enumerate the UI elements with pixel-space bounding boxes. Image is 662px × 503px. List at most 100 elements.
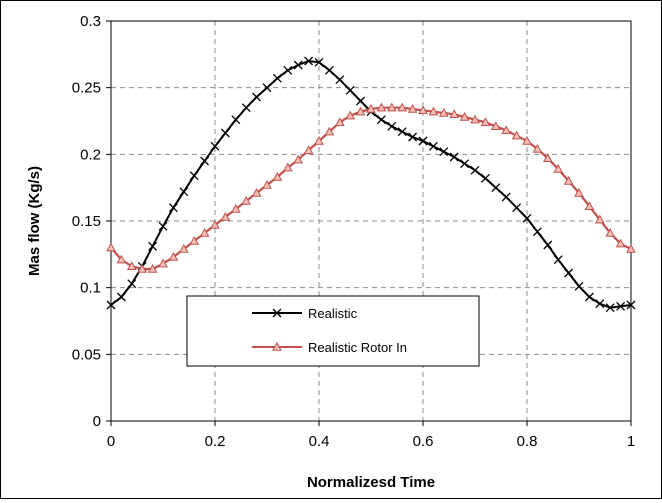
legend-label: Realistic Rotor In: [308, 340, 407, 355]
data-point: [158, 258, 168, 268]
series-line: [110, 59, 632, 309]
data-point: [553, 163, 564, 173]
data-point: [137, 263, 148, 273]
data-point: [252, 92, 262, 102]
marker-stroke: [304, 56, 314, 66]
marker-stroke: [470, 165, 480, 175]
y-tick-label: 0.1: [80, 280, 101, 297]
data-point: [449, 152, 459, 162]
series-line: [110, 106, 632, 271]
data-point: [470, 114, 480, 124]
marker-stroke: [522, 213, 532, 223]
data-point: [532, 143, 543, 153]
data-point: [158, 221, 168, 231]
marker-stroke: [408, 132, 418, 142]
marker-stroke: [272, 308, 282, 318]
data-point: [522, 213, 532, 223]
data-point: [314, 135, 324, 145]
x-axis-title: Normalizesd Time: [307, 474, 435, 491]
legend-label: Realistic: [308, 306, 358, 321]
data-point: [491, 183, 501, 193]
data-point: [168, 251, 179, 261]
data-point: [126, 261, 137, 271]
marker-stroke: [116, 292, 126, 302]
data-point: [324, 65, 334, 75]
data-point: [501, 192, 511, 202]
marker-stroke: [356, 96, 366, 106]
x-tick-label: 0.6: [413, 433, 434, 450]
marker-stroke: [616, 301, 626, 311]
data-point: [387, 121, 397, 131]
data-point: [231, 115, 241, 125]
marker-stroke: [241, 103, 251, 113]
data-point: [283, 65, 293, 75]
legend: Realistic Realistic Rotor In: [186, 295, 480, 367]
data-point: [428, 141, 438, 151]
data-point: [480, 117, 491, 127]
marker-stroke: [200, 156, 210, 166]
series-layer: [106, 56, 636, 313]
data-point: [522, 135, 532, 145]
marker-stroke: [418, 136, 428, 146]
data-point: [304, 56, 314, 66]
data-point: [272, 171, 283, 181]
marker-stroke: [220, 128, 230, 138]
marker-stroke: [439, 147, 449, 157]
data-point: [574, 187, 584, 197]
data-point: [460, 159, 470, 169]
data-point: [428, 106, 439, 116]
data-point: [116, 292, 126, 302]
x-tick-label: 0.8: [517, 433, 538, 450]
marker-stroke: [449, 152, 459, 162]
data-point: [397, 102, 408, 112]
data-point: [605, 227, 616, 237]
data-point: [397, 127, 407, 137]
data-point: [366, 103, 376, 113]
data-point: [220, 128, 230, 138]
data-point: [376, 115, 386, 125]
data-point: [501, 125, 512, 135]
marker-stroke: [491, 183, 501, 193]
data-point: [189, 235, 200, 245]
marker-stroke: [262, 83, 272, 93]
marker-stroke: [179, 187, 189, 197]
data-point: [314, 57, 324, 67]
data-point: [418, 105, 428, 115]
data-point: [408, 132, 418, 142]
marker-stroke: [480, 173, 490, 183]
legend-marker: [272, 341, 282, 351]
data-point: [356, 96, 366, 106]
y-tick-label: 0: [93, 413, 101, 430]
data-point: [345, 110, 356, 120]
data-point: [189, 171, 199, 181]
data-point: [376, 102, 387, 112]
marker-stroke: [553, 255, 563, 265]
series-2: [106, 102, 636, 273]
x-tick-label: 1: [627, 433, 635, 450]
y-tick-label: 0.25: [72, 80, 101, 97]
marker-stroke: [189, 171, 199, 181]
marker-stroke: [158, 221, 168, 231]
data-point: [594, 214, 605, 224]
data-point: [543, 240, 553, 250]
marker-stroke: [106, 300, 116, 310]
data-point: [470, 165, 480, 175]
marker-stroke: [564, 268, 574, 278]
data-point: [241, 195, 252, 205]
data-point: [168, 203, 178, 213]
data-point: [532, 227, 542, 237]
marker-stroke: [605, 303, 615, 313]
data-point: [241, 103, 251, 113]
data-point: [210, 219, 220, 229]
data-point: [116, 254, 127, 264]
data-point: [334, 117, 345, 127]
data-point: [200, 156, 210, 166]
data-point: [584, 201, 595, 211]
data-point: [407, 103, 418, 113]
x-tick-label: 0.4: [309, 433, 330, 450]
marker-stroke: [512, 203, 522, 213]
data-point: [230, 203, 241, 213]
data-point: [564, 268, 574, 278]
